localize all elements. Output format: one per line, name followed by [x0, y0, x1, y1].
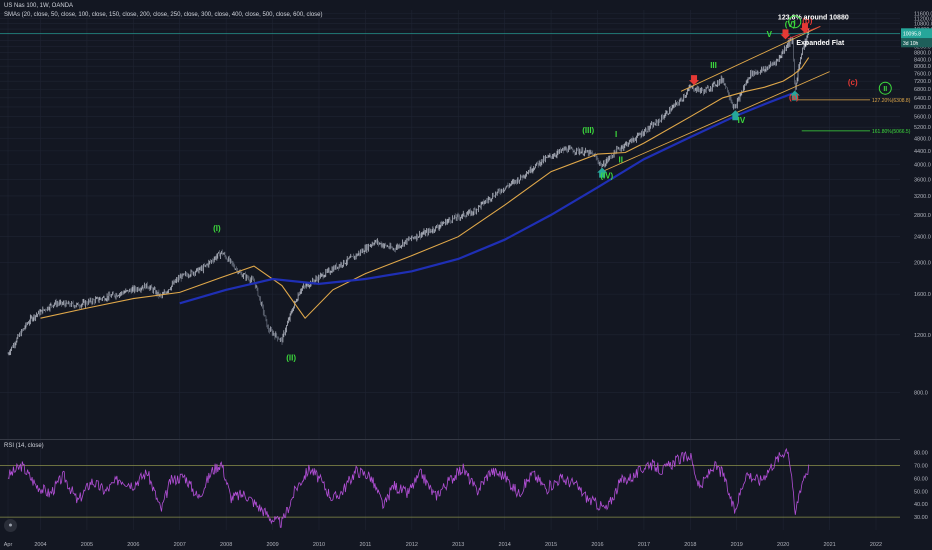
price-tick-label: 9200.0: [914, 44, 931, 50]
price-tick-label: 6000.0: [914, 105, 931, 111]
time-tick-label: Apr: [4, 542, 13, 548]
wave-label: V: [767, 30, 773, 39]
time-tick-label: 2009: [266, 542, 278, 548]
price-tick-label: 3600.0: [914, 177, 931, 183]
wave-label: Expanded Flat: [796, 40, 845, 47]
time-tick-label: 2006: [127, 542, 139, 548]
time-tick-label: 2012: [406, 542, 418, 548]
countdown-tag: [901, 38, 932, 48]
time-tick-label: 2021: [823, 542, 835, 548]
tradingview-logo-icon[interactable]: ●: [4, 519, 17, 532]
wave-label: (V): [785, 20, 796, 29]
time-tick-label: 2004: [34, 542, 46, 548]
time-tick-label: 2014: [499, 542, 511, 548]
wave-label: I: [615, 130, 617, 139]
sma-line: [40, 57, 810, 320]
price-tick-label: 3200.0: [914, 194, 931, 200]
trendline: [680, 25, 821, 92]
arrow-up-icon: [730, 110, 741, 121]
current-price-value: 10095.8: [903, 31, 921, 37]
price-tick-label: 6400.0: [914, 96, 931, 102]
time-tick-label: 2019: [731, 542, 743, 548]
time-tick-label: 2016: [591, 542, 603, 548]
wave-circle-label: II: [883, 86, 887, 93]
price-tick-label: 6800.0: [914, 87, 931, 93]
price-tick-label: 7200.0: [914, 79, 931, 85]
price-tick-label: 8800.0: [914, 51, 931, 57]
wave-label: (I): [213, 224, 221, 233]
rsi-tick-label: 40.00: [914, 502, 928, 508]
wave-label: (II): [286, 354, 296, 363]
arrow-up-icon: [789, 90, 800, 101]
price-tick-label: 1200.0: [914, 333, 931, 339]
price-tick-label: 8000.0: [914, 64, 931, 70]
price-tick-label: 4400.0: [914, 149, 931, 155]
arrow-up-icon: [597, 167, 608, 178]
time-tick-label: 2015: [545, 542, 557, 548]
wave-circle: [878, 81, 892, 95]
rsi-legend[interactable]: RSI (14, close): [4, 443, 44, 449]
price-tick-label: 5200.0: [914, 125, 931, 131]
rsi-tick-label: 50.00: [914, 489, 928, 495]
trendline: [787, 25, 821, 40]
symbol-legend[interactable]: US Nas 100, 1W, OANDA: [4, 3, 74, 9]
price-tick-label: 1600.0: [914, 292, 931, 298]
price-tick-label: 8400.0: [914, 57, 931, 63]
time-tick-label: 2017: [638, 542, 650, 548]
time-tick-label: 2005: [81, 542, 93, 548]
price-panel[interactable]: 127.20%(6308.8) 161.80%(5066.5) (I) (II) (II…: [0, 15, 911, 363]
wave-label: (c): [848, 78, 858, 87]
arrow-down-icon: [780, 29, 791, 40]
wave-label: II: [618, 155, 622, 164]
trendline: [601, 71, 830, 173]
time-tick-label: 2011: [359, 542, 371, 548]
price-tick-label: 4000.0: [914, 162, 931, 168]
fib-level-label: 127.20%(6308.8): [872, 98, 911, 104]
price-tick-label: 2000.0: [914, 261, 931, 267]
time-tick-label: 2007: [174, 542, 186, 548]
price-tick-label: 5600.0: [914, 115, 931, 121]
rsi-axis[interactable]: 30.00 40.00 50.00 60.00 70.00 80.00: [914, 451, 928, 521]
rsi-tick-label: 60.00: [914, 476, 928, 482]
wave-label: IV: [738, 116, 746, 125]
time-tick-label: 2008: [220, 542, 232, 548]
arrow-down-icon: [799, 23, 810, 34]
arrow-down-icon: [689, 75, 700, 86]
wave-label: 123.6% around 10880: [778, 15, 849, 22]
price-axis[interactable]: 800.0 1200.0 1600.0 2000.0 2400.0 2800.0 3200.…: [901, 12, 932, 397]
price-tick-label: 4800.0: [914, 137, 931, 143]
wave-circle: [788, 15, 802, 29]
fib-level-label: 161.80%(5066.5): [872, 129, 911, 135]
rsi-line: [7, 447, 810, 528]
sma-line: [179, 92, 793, 305]
wave-label: (IV): [600, 172, 613, 181]
wave-label: III: [710, 61, 717, 70]
time-axis[interactable]: Apr 2004 2005 2006 2007 2008 2009 2010 2011 2012 2…: [4, 542, 882, 548]
current-price-tag: [901, 28, 932, 39]
price-tick-label: 2400.0: [914, 235, 931, 241]
rsi-panel[interactable]: [0, 447, 900, 528]
wave-label: (b): [802, 17, 813, 26]
price-tick-label: 11600.0: [914, 12, 932, 18]
wave-label: (a): [789, 93, 799, 102]
price-tick-label: 11200.0: [914, 17, 932, 23]
sma-legend[interactable]: SMAs (20, close, 50, close, 100, close, …: [4, 12, 323, 18]
countdown-value: 3d 10h: [903, 41, 919, 47]
rsi-tick-label: 30.00: [914, 515, 928, 521]
price-tick-label: 10800.0: [914, 22, 932, 28]
price-tick-label: 2800.0: [914, 213, 931, 219]
price-tick-label: 7600.0: [914, 71, 931, 77]
rsi-tick-label: 80.00: [914, 451, 928, 457]
time-tick-label: 2020: [777, 542, 789, 548]
wave-circle-label: I: [794, 20, 796, 27]
time-tick-label: 2010: [313, 542, 325, 548]
time-tick-label: 2022: [870, 542, 882, 548]
rsi-tick-label: 70.00: [914, 464, 928, 470]
price-tick-label: 800.0: [914, 390, 928, 396]
time-tick-label: 2013: [452, 542, 464, 548]
wave-label: (III): [582, 126, 594, 135]
time-tick-label: 2018: [684, 542, 696, 548]
